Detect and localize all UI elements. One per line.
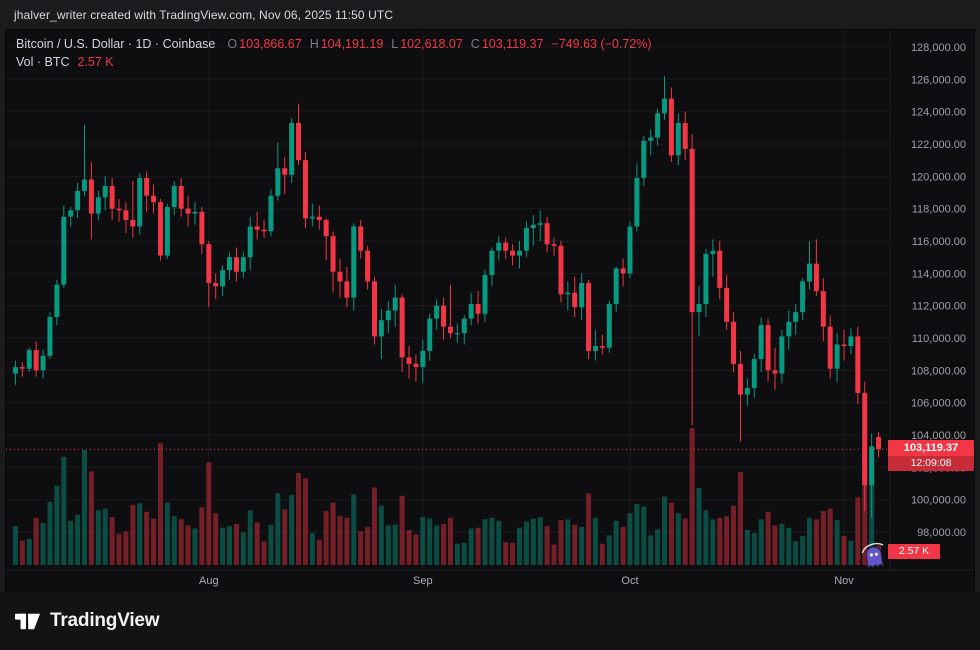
high-value: H 104,191.19 — [309, 37, 384, 51]
legend-volume-row[interactable]: Vol · BTC 2.57 K — [16, 53, 652, 71]
svg-text:108,000.00: 108,000.00 — [911, 365, 966, 377]
svg-text:Oct: Oct — [621, 575, 638, 587]
svg-text:104,000.00: 104,000.00 — [911, 430, 966, 442]
svg-text:98,000.00: 98,000.00 — [917, 527, 966, 539]
time-axis[interactable]: Aug Sep Oct Nov — [199, 575, 854, 587]
volume-value: 2.57 K — [77, 55, 114, 69]
svg-text:122,000.00: 122,000.00 — [911, 139, 966, 151]
chart-panel: 128,000.00 126,000.00 124,000.00 122,000.00… — [5, 29, 975, 593]
svg-text:116,000.00: 116,000.00 — [912, 236, 966, 248]
svg-text:118,000.00: 118,000.00 — [912, 204, 966, 216]
svg-text:106,000.00: 106,000.00 — [911, 398, 966, 410]
svg-text:120,000.00: 120,000.00 — [911, 171, 966, 183]
svg-text:Sep: Sep — [413, 575, 433, 587]
svg-text:114,000.00: 114,000.00 — [912, 268, 966, 280]
svg-text:126,000.00: 126,000.00 — [911, 74, 966, 86]
price-axis[interactable]: 128,000.00 126,000.00 124,000.00 122,000.00… — [911, 42, 966, 539]
chart-canvas[interactable]: 128,000.00 126,000.00 124,000.00 122,000.00… — [6, 30, 974, 592]
svg-text:112,000.00: 112,000.00 — [912, 301, 966, 313]
ghost-sticker-icon[interactable] — [858, 540, 890, 572]
tradingview-wordmark: TradingView — [50, 610, 160, 631]
volume-axis-badge: 2.57 K — [888, 544, 940, 559]
low-value: L 102,618.07 — [391, 37, 463, 51]
svg-text:128,000.00: 128,000.00 — [911, 42, 966, 54]
attribution-text: jhalver_writer created with TradingView.… — [14, 8, 394, 22]
svg-text:110,000.00: 110,000.00 — [912, 333, 966, 345]
candlesticks[interactable] — [12, 76, 882, 518]
symbol-title: Bitcoin / U.S. Dollar · 1D · Coinbase — [16, 37, 216, 51]
svg-text:Aug: Aug — [199, 575, 219, 587]
attribution-bar: jhalver_writer created with TradingView.… — [0, 0, 980, 30]
svg-text:100,000.00: 100,000.00 — [911, 495, 966, 507]
change-value: −749.63 (−0.72%) — [551, 37, 652, 51]
last-price-label: 103,119.37 — [888, 440, 974, 457]
bar-countdown: 12:09:08 — [888, 456, 974, 472]
footer-bar: TradingView — [0, 592, 980, 650]
grid-lines — [6, 30, 890, 570]
svg-text:Nov: Nov — [834, 575, 854, 587]
last-price-badge: 103,119.37 12:09:08 — [888, 440, 974, 472]
tradingview-logo-icon — [14, 613, 41, 629]
open-value: O 103,866.67 — [227, 37, 302, 51]
svg-text:124,000.00: 124,000.00 — [911, 107, 966, 119]
volume-title: Vol · BTC — [16, 55, 70, 69]
tradingview-logo[interactable]: TradingView — [14, 608, 160, 635]
volume-bars — [12, 428, 882, 565]
close-value: C 103,119.37 — [470, 37, 544, 51]
